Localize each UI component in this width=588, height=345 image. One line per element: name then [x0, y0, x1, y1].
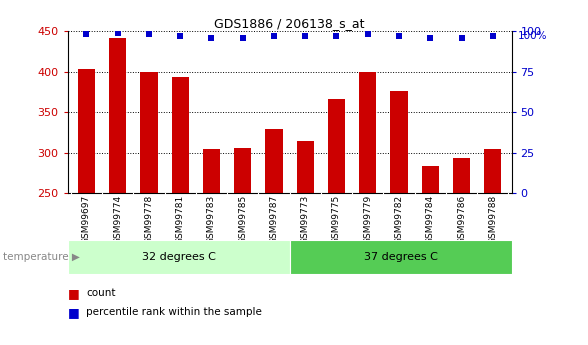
Bar [234, 148, 251, 193]
Bar [203, 149, 220, 193]
Text: GSM99781: GSM99781 [176, 195, 185, 244]
Point [488, 33, 497, 39]
Text: GSM99787: GSM99787 [269, 195, 279, 244]
Bar [484, 149, 502, 193]
Bar [453, 158, 470, 193]
Text: GSM99775: GSM99775 [332, 195, 341, 244]
Text: GSM99782: GSM99782 [395, 195, 403, 244]
Bar [141, 71, 158, 193]
Text: GSM99697: GSM99697 [82, 195, 91, 244]
Text: percentile rank within the sample: percentile rank within the sample [86, 307, 262, 317]
Text: count: count [86, 288, 116, 298]
Text: 32 degrees C: 32 degrees C [142, 252, 216, 262]
Point [332, 33, 341, 39]
Point [207, 35, 216, 40]
Point [269, 33, 279, 39]
Text: 100%: 100% [517, 31, 547, 41]
Text: GSM99785: GSM99785 [238, 195, 247, 244]
Text: ■: ■ [68, 287, 79, 300]
Title: GDS1886 / 206138_s_at: GDS1886 / 206138_s_at [215, 17, 365, 30]
Bar [390, 91, 407, 193]
Bar [68, 240, 289, 274]
Text: GSM99788: GSM99788 [488, 195, 497, 244]
Point [82, 31, 91, 37]
Bar [296, 141, 314, 193]
Bar [172, 77, 189, 193]
Text: 37 degrees C: 37 degrees C [363, 252, 437, 262]
Point [363, 31, 372, 37]
Bar [289, 240, 512, 274]
Point [457, 35, 466, 40]
Bar [359, 71, 376, 193]
Text: GSM99786: GSM99786 [457, 195, 466, 244]
Point [300, 33, 310, 39]
Text: GSM99773: GSM99773 [300, 195, 310, 244]
Bar [328, 99, 345, 193]
Text: GSM99774: GSM99774 [113, 195, 122, 244]
Text: temperature ▶: temperature ▶ [3, 252, 80, 262]
Point [395, 33, 404, 39]
Text: ■: ■ [68, 306, 79, 319]
Point [175, 33, 185, 39]
Bar [265, 129, 283, 193]
Point [426, 35, 435, 40]
Bar [422, 166, 439, 193]
Bar [109, 38, 126, 193]
Point [238, 35, 248, 40]
Point [113, 30, 122, 36]
Text: GSM99778: GSM99778 [145, 195, 153, 244]
Bar [78, 69, 95, 193]
Text: GSM99784: GSM99784 [426, 195, 435, 244]
Point [144, 31, 153, 37]
Text: GSM99783: GSM99783 [207, 195, 216, 244]
Text: GSM99779: GSM99779 [363, 195, 372, 244]
